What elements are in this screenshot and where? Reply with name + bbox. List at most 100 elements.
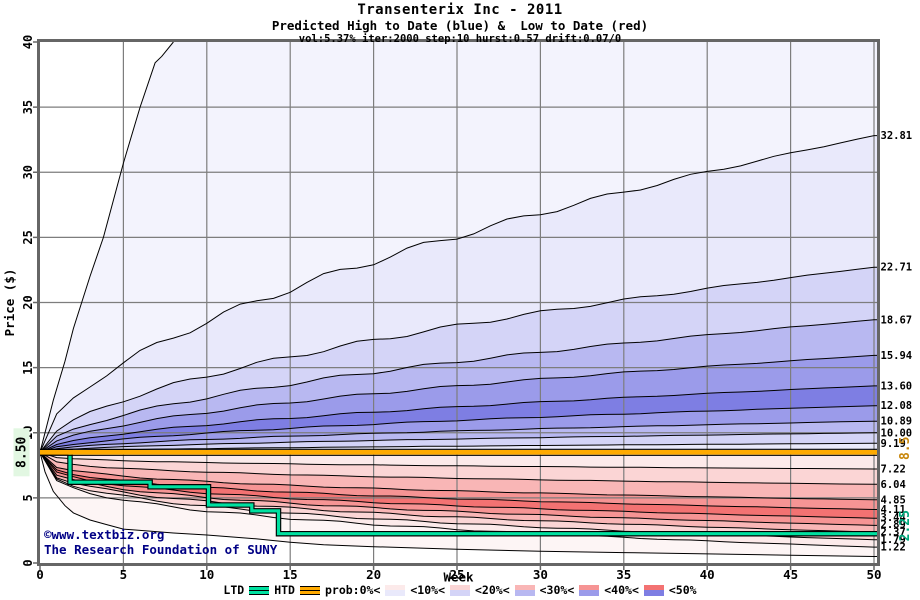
low-band-9 [40, 452, 878, 557]
value-labels: 32.81 22.71 18.67 15.94 13.60 12.08 10.8910.00… [13, 130, 913, 554]
price-level-label: 22.71 [881, 262, 913, 274]
chart-header: Transenterix Inc - 2011 Predicted High t… [0, 0, 920, 45]
high-boundary-18.67 [39, 319, 878, 453]
price-level-label: 10.00 [881, 427, 913, 439]
price-level-label: 10.89 [881, 416, 913, 428]
high-boundary-13.60 [39, 385, 878, 453]
x-tick-label: 10 [199, 567, 214, 582]
high-boundary-15.94 [39, 354, 878, 453]
legend-prob-label-5: <50% [668, 583, 697, 597]
ltd-line [40, 449, 878, 537]
y-axis-title: Price ($) [2, 269, 17, 337]
price-level-label: 15.94 [881, 350, 913, 362]
x-tick-label: 35 [616, 567, 631, 582]
x-tick-label: 40 [700, 567, 715, 582]
high-band-6 [40, 405, 878, 453]
low-band-2 [40, 452, 878, 500]
high-boundary-10.89 [39, 420, 878, 453]
price-level-label: 6.04 [881, 479, 906, 491]
legend-ltd-label: LTD [223, 583, 245, 597]
start-price-label: 8.50 [15, 436, 30, 467]
high-band-2 [40, 267, 878, 453]
price-level-label: 4.85 [881, 494, 906, 506]
ltd-value-label: 2.25 [898, 510, 913, 541]
high-band-5 [40, 385, 878, 453]
htd-value-label: 8.5 [898, 437, 913, 460]
legend-prob-swatch-2 [450, 584, 470, 596]
high-band-0 [40, 42, 878, 453]
watermark-org: The Research Foundation of SUNY [44, 542, 278, 557]
price-level-label: 32.81 [881, 130, 913, 142]
x-tick-label: 5 [120, 567, 128, 582]
low-boundary-2.37 [39, 452, 878, 533]
legend-htd-swatch [299, 585, 320, 595]
legend-htd-label: HTD [274, 583, 295, 597]
low-boundary-6.04 [39, 451, 878, 485]
legend-prob-prefix: prob:0%< [324, 583, 381, 597]
high-boundary-22.71 [39, 266, 878, 453]
ltd-line-stroke [40, 450, 878, 536]
low-band-4 [40, 452, 878, 519]
grid-lines [40, 42, 877, 563]
y-tick-label: 35 [21, 100, 35, 114]
legend-prob-label-2: <20%< [475, 583, 510, 597]
legend-prob-label-4: <40%< [604, 583, 639, 597]
price-level-label: 12.08 [881, 400, 913, 412]
high-boundary-32.81 [39, 135, 878, 453]
legend-prob-swatch-1 [385, 584, 406, 596]
plot-frame [33, 39, 880, 570]
low-boundary-2.89 [39, 452, 878, 526]
x-tick-label: 0 [36, 567, 44, 582]
x-tick-label: 50 [866, 567, 881, 582]
y-tick-label: 30 [21, 165, 35, 179]
low-band-8 [40, 452, 878, 548]
high-band-1 [40, 135, 878, 453]
y-tick-label: 0 [21, 559, 35, 566]
y-tick-label: 20 [21, 295, 35, 309]
plot-border [37, 39, 880, 566]
price-level-label: 13.60 [881, 380, 913, 392]
legend-prob-swatch-3 [514, 584, 535, 596]
high-band-4 [40, 355, 878, 453]
low-boundary-1.22 [39, 452, 878, 548]
x-axis-title: Week [443, 570, 474, 585]
low-boundary-7.22 [39, 451, 878, 470]
price-level-label: 18.67 [881, 314, 913, 326]
legend-prob-label-1: <10%< [410, 583, 445, 597]
price-level-label: 7.22 [881, 463, 906, 475]
legend-prob-swatch-4 [579, 584, 600, 596]
max-envelope [39, 41, 174, 453]
high-band-3 [40, 319, 878, 453]
low-band-1 [40, 452, 878, 485]
x-tick-label: 20 [366, 567, 381, 582]
chart-params: vol:5.37% iter:2000 step:10 hurst:0.57 d… [298, 33, 622, 45]
low-band-6 [40, 452, 878, 533]
min-envelope [39, 452, 878, 557]
high-boundary-12.08 [39, 405, 878, 453]
price-level-label: 2.89 [881, 519, 906, 531]
price-level-label: 2.37 [881, 527, 906, 539]
price-level-label: 1.22 [881, 542, 906, 554]
x-tick-label: 30 [533, 567, 548, 582]
watermark: ©www.textbiz.org The Research Foundation… [44, 527, 277, 557]
y-tick-label: 5 [21, 494, 35, 501]
x-tick-label: 15 [283, 567, 298, 582]
high-band-7 [40, 421, 878, 453]
start-price-highlight [13, 428, 30, 477]
x-tick-label: 45 [783, 567, 798, 582]
high-boundary-10.00 [39, 432, 878, 453]
low-boundary-4.85 [39, 451, 878, 501]
y-tick-label: 40 [21, 35, 35, 49]
legend-prob-label-3: <30%< [539, 583, 575, 597]
legend-ltd-swatch [249, 585, 270, 595]
low-band-0 [40, 452, 878, 469]
price-level-label: 1.79 [881, 534, 906, 546]
htd-line [40, 448, 877, 456]
y-tick-label: 15 [21, 360, 35, 374]
legend: LTD HTD prob:0%< <10%< <20%< <30%< <40%< <50% [0, 583, 920, 597]
y-tick-label: 25 [21, 230, 35, 244]
price-level-label: 9.19 [881, 438, 906, 450]
high-band-8 [40, 432, 878, 453]
